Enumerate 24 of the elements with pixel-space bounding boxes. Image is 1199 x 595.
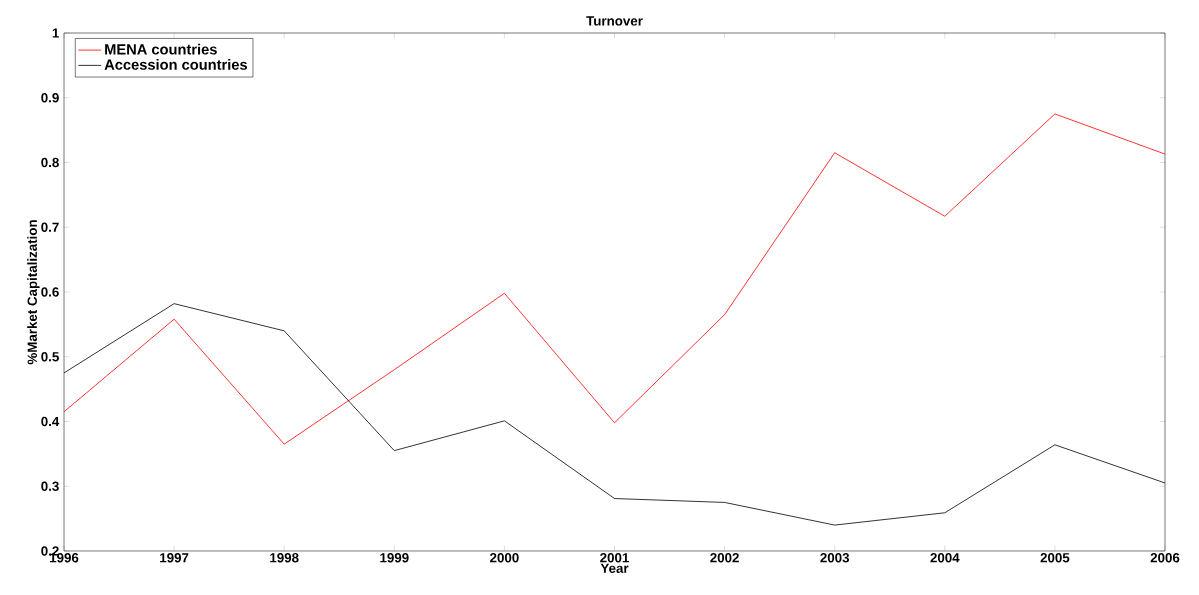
x-tick-label: 2006 bbox=[1150, 553, 1180, 563]
y-axis-title: %Market Capitalization bbox=[27, 220, 40, 365]
x-tick-label: 1999 bbox=[380, 553, 409, 563]
line-series bbox=[63, 113, 1166, 445]
x-tick-label: 1997 bbox=[160, 553, 189, 563]
y-tick-label: 0.3 bbox=[41, 481, 59, 491]
y-tick-label: 1 bbox=[52, 28, 59, 38]
chart-title: Turnover bbox=[586, 16, 643, 26]
x-tick-label: 1998 bbox=[270, 553, 299, 563]
y-tick-label: 0.4 bbox=[41, 416, 60, 427]
x-tick-label: 2000 bbox=[490, 553, 519, 563]
y-tick-label: 0.9 bbox=[41, 93, 59, 103]
y-tick-label: 0.7 bbox=[41, 222, 59, 232]
legend-label: Accession countries bbox=[104, 59, 248, 70]
x-tick-label: 2002 bbox=[710, 553, 739, 563]
x-tick-label: 2004 bbox=[930, 553, 960, 563]
y-tick-label: 0.6 bbox=[41, 287, 59, 297]
y-tick-label: 0.8 bbox=[41, 157, 59, 168]
x-axis-title: Year bbox=[600, 563, 629, 573]
x-tick-label: 2001 bbox=[600, 553, 629, 563]
x-tick-label: 2005 bbox=[1040, 553, 1070, 563]
y-tick-label: 0.5 bbox=[41, 352, 59, 362]
legend-label: MENA countries bbox=[105, 43, 217, 55]
x-tick-label: 2003 bbox=[820, 553, 850, 563]
